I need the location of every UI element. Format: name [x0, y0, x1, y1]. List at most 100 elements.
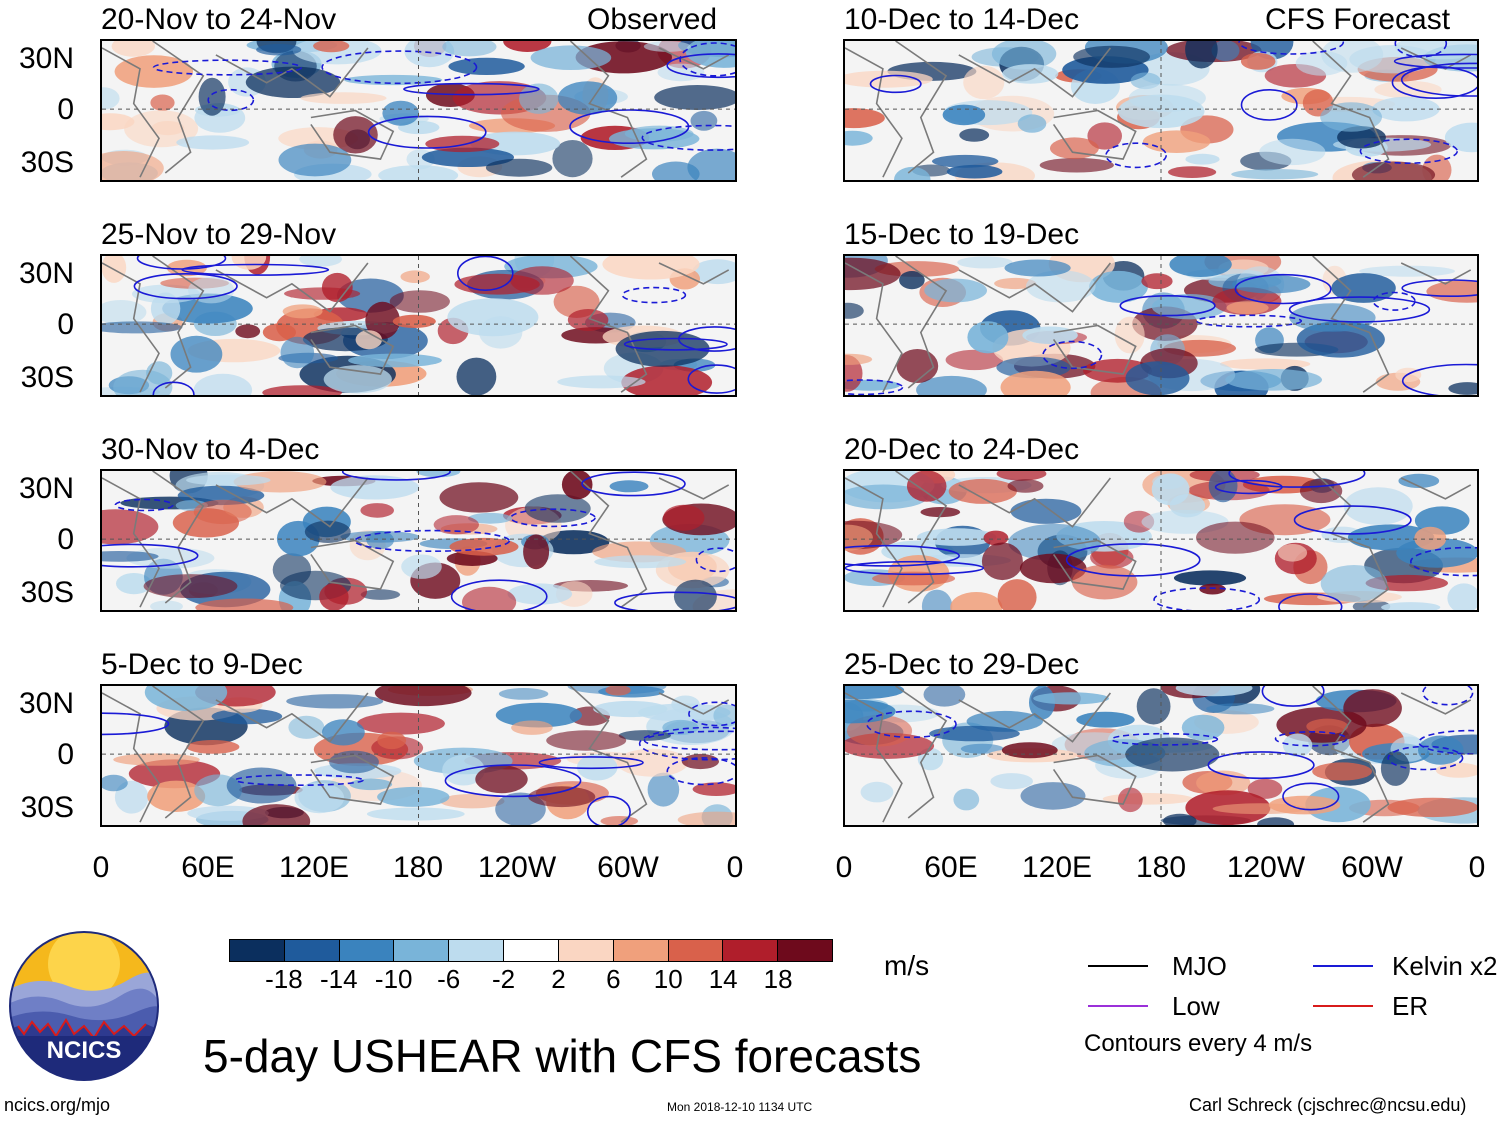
map-panel-forecast-1 — [843, 39, 1479, 182]
colorbar — [229, 939, 833, 962]
lat-label-30s: 30S — [20, 146, 74, 179]
panel-title-r1: 15-Dec to 19-Dec — [844, 218, 1080, 251]
colorbar-tick-label: -6 — [437, 964, 461, 994]
lat-label-eq: 0 — [57, 523, 74, 556]
footer-credit: Carl Schreck (cjschrec@ncsu.edu) — [1189, 1095, 1467, 1115]
shear-anomaly-map — [845, 41, 1477, 180]
lon-label-120w: 120W — [1226, 851, 1306, 884]
legend-line-kelvin — [1313, 965, 1373, 967]
ncics-logo-icon: NCICS — [9, 931, 159, 1081]
ncics-logo: NCICS — [8, 930, 160, 1082]
legend-label-er: ER — [1392, 991, 1429, 1021]
colorbar-tick-label: -2 — [491, 964, 516, 994]
shear-anomaly-map — [102, 256, 735, 395]
shear-anomaly-map — [845, 686, 1477, 825]
kelvin-contours — [102, 471, 735, 610]
colorbar-swatch — [338, 940, 394, 961]
lon-label-180: 180 — [392, 851, 444, 884]
map-panel-observed-4 — [100, 684, 737, 827]
lon-label-60e: 60E — [924, 851, 978, 884]
legend-line-low — [1088, 1005, 1148, 1007]
lat-label-30n: 30N — [18, 472, 74, 505]
colorbar-tick-label: -14 — [320, 964, 358, 994]
anomaly-shading — [102, 686, 735, 825]
coastlines — [102, 686, 730, 823]
lon-label-60w: 60W — [597, 851, 659, 884]
kelvin-contours — [845, 471, 1477, 610]
observed-label: Observed — [587, 3, 718, 36]
lat-label-30n: 30N — [18, 257, 74, 290]
shear-anomaly-map — [845, 471, 1477, 610]
lat-label-30s: 30S — [20, 576, 74, 609]
panel-title-l1: 25-Nov to 29-Nov — [101, 218, 337, 251]
kelvin-contours — [845, 273, 1477, 395]
shear-anomaly-map — [845, 256, 1477, 395]
panel-title-l2: 30-Nov to 4-Dec — [101, 433, 320, 466]
colorbar-swatch — [393, 940, 449, 961]
cfs-forecast-label: CFS Forecast — [1265, 3, 1451, 36]
colorbar-swatch — [503, 940, 558, 961]
lon-label-0-end: 0 — [726, 851, 744, 884]
legend-label-kelvin: Kelvin x2 — [1392, 951, 1498, 981]
lon-label-0: 0 — [835, 851, 853, 884]
coastlines — [102, 256, 730, 393]
map-panel-observed-1 — [100, 39, 737, 182]
colorbar-unit: m/s — [884, 950, 930, 981]
colorbar-tick-label: -10 — [374, 964, 413, 994]
lat-label-30n: 30N — [18, 42, 74, 75]
lat-label-30s: 30S — [20, 361, 74, 394]
legend-line-er — [1313, 1005, 1373, 1007]
panel-title-r2: 20-Dec to 24-Dec — [844, 433, 1080, 466]
colorbar-swatch — [557, 940, 613, 961]
lon-label-120w: 120W — [477, 851, 557, 884]
shear-anomaly-map — [102, 471, 735, 610]
map-panel-forecast-2 — [843, 254, 1479, 397]
lat-label-eq: 0 — [57, 308, 74, 341]
colorbar-swatch — [777, 940, 832, 961]
footer-timestamp: Mon 2018-12-10 1134 UTC — [667, 1100, 813, 1114]
lat-label-30n: 30N — [18, 687, 74, 720]
map-panel-forecast-3 — [843, 469, 1479, 612]
colorbar-tick-label: -18 — [265, 964, 303, 994]
colorbar-swatch — [448, 940, 504, 961]
lon-label-120e: 120E — [278, 851, 350, 884]
figure-title: 5-day USHEAR with CFS forecasts — [203, 1030, 922, 1082]
colorbar-tick-label: 6 — [606, 964, 621, 994]
logo-text: NCICS — [47, 1037, 122, 1064]
panel-title-r3: 25-Dec to 29-Dec — [844, 648, 1080, 681]
colorbar-tick-label: 2 — [551, 964, 566, 994]
panel-title-l0: 20-Nov to 24-Nov — [101, 3, 337, 36]
colorbar-swatch — [612, 940, 668, 961]
colorbar-swatch — [230, 940, 284, 961]
kelvin-contours — [869, 41, 1477, 169]
lat-label-eq: 0 — [57, 738, 74, 771]
anomaly-shading — [102, 256, 735, 395]
colorbar-swatch — [283, 940, 339, 961]
lon-label-0-end: 0 — [1468, 851, 1486, 884]
kelvin-contours — [866, 686, 1477, 811]
legend-label-low: Low — [1172, 991, 1220, 1021]
panel-title-l3: 5-Dec to 9-Dec — [101, 648, 303, 681]
kelvin-contours — [152, 42, 735, 151]
shear-anomaly-map — [102, 686, 735, 825]
lat-label-30s: 30S — [20, 791, 74, 824]
map-panel-forecast-4 — [843, 684, 1479, 827]
footer-url[interactable]: ncics.org/mjo — [4, 1095, 111, 1115]
lon-label-120e: 120E — [1021, 851, 1093, 884]
anomaly-shading — [102, 41, 735, 180]
shear-anomaly-map — [102, 41, 735, 180]
lon-label-60e: 60E — [181, 851, 235, 884]
panel-title-r0: 10-Dec to 14-Dec — [844, 3, 1080, 36]
kelvin-contours — [102, 701, 735, 825]
colorbar-swatch — [722, 940, 778, 961]
coastlines — [845, 686, 1472, 823]
lon-label-180: 180 — [1135, 851, 1187, 884]
colorbar-tick-label: 10 — [653, 964, 683, 994]
coastlines — [845, 256, 1472, 393]
kelvin-contours — [133, 256, 735, 395]
lon-label-0: 0 — [92, 851, 110, 884]
map-panel-observed-3 — [100, 469, 737, 612]
colorbar-tick-label: 18 — [763, 964, 793, 994]
colorbar-swatch — [667, 940, 723, 961]
lon-label-60w: 60W — [1341, 851, 1403, 884]
